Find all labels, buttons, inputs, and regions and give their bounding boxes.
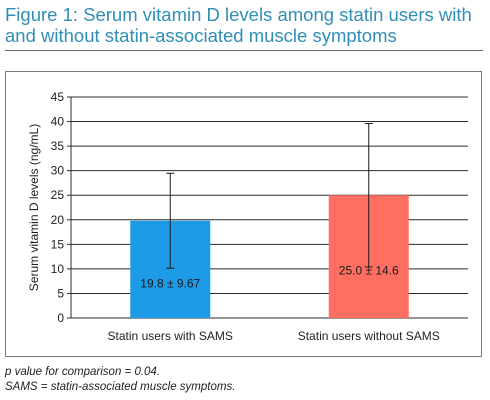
data-label-1: 19.8 ± 9.67 xyxy=(140,276,200,290)
y-tick-label-5: 5 xyxy=(57,286,64,300)
y-tick-label-30: 30 xyxy=(51,164,65,178)
bar-chart: 0 5 10 15 20 25 30 35 40 45 Serum vitamin D levels… xyxy=(27,90,468,343)
y-tick-label-45: 45 xyxy=(51,90,65,104)
y-axis-label: Serum vitamin D levels (ng/mL) xyxy=(27,124,41,291)
figure-title-line2: and without statin-associated muscle sym… xyxy=(5,25,397,46)
y-tick-label-40: 40 xyxy=(51,115,65,129)
y-tick-label-15: 15 xyxy=(51,237,65,251)
category-label-1: Statin users with SAMS xyxy=(108,329,233,343)
y-tick-label-0: 0 xyxy=(57,311,64,325)
footnote-abbreviation: SAMS = statin-associated muscle symptoms… xyxy=(5,381,236,393)
footnote-p-value: p value for comparison = 0.04. xyxy=(5,366,161,378)
figure-title: Figure 1: Serum vitamin D levels among s… xyxy=(5,4,485,46)
category-label-2: Statin users without SAMS xyxy=(298,329,440,343)
y-tick-label-25: 25 xyxy=(51,188,65,202)
title-divider xyxy=(5,50,483,51)
data-label-2: 25.0 ± 14.6 xyxy=(339,264,399,278)
y-tick-label-35: 35 xyxy=(51,139,65,153)
y-tick-label-10: 10 xyxy=(51,262,65,276)
y-tick-label-20: 20 xyxy=(51,213,65,227)
figure-title-line1: Figure 1: Serum vitamin D levels among s… xyxy=(5,4,472,25)
